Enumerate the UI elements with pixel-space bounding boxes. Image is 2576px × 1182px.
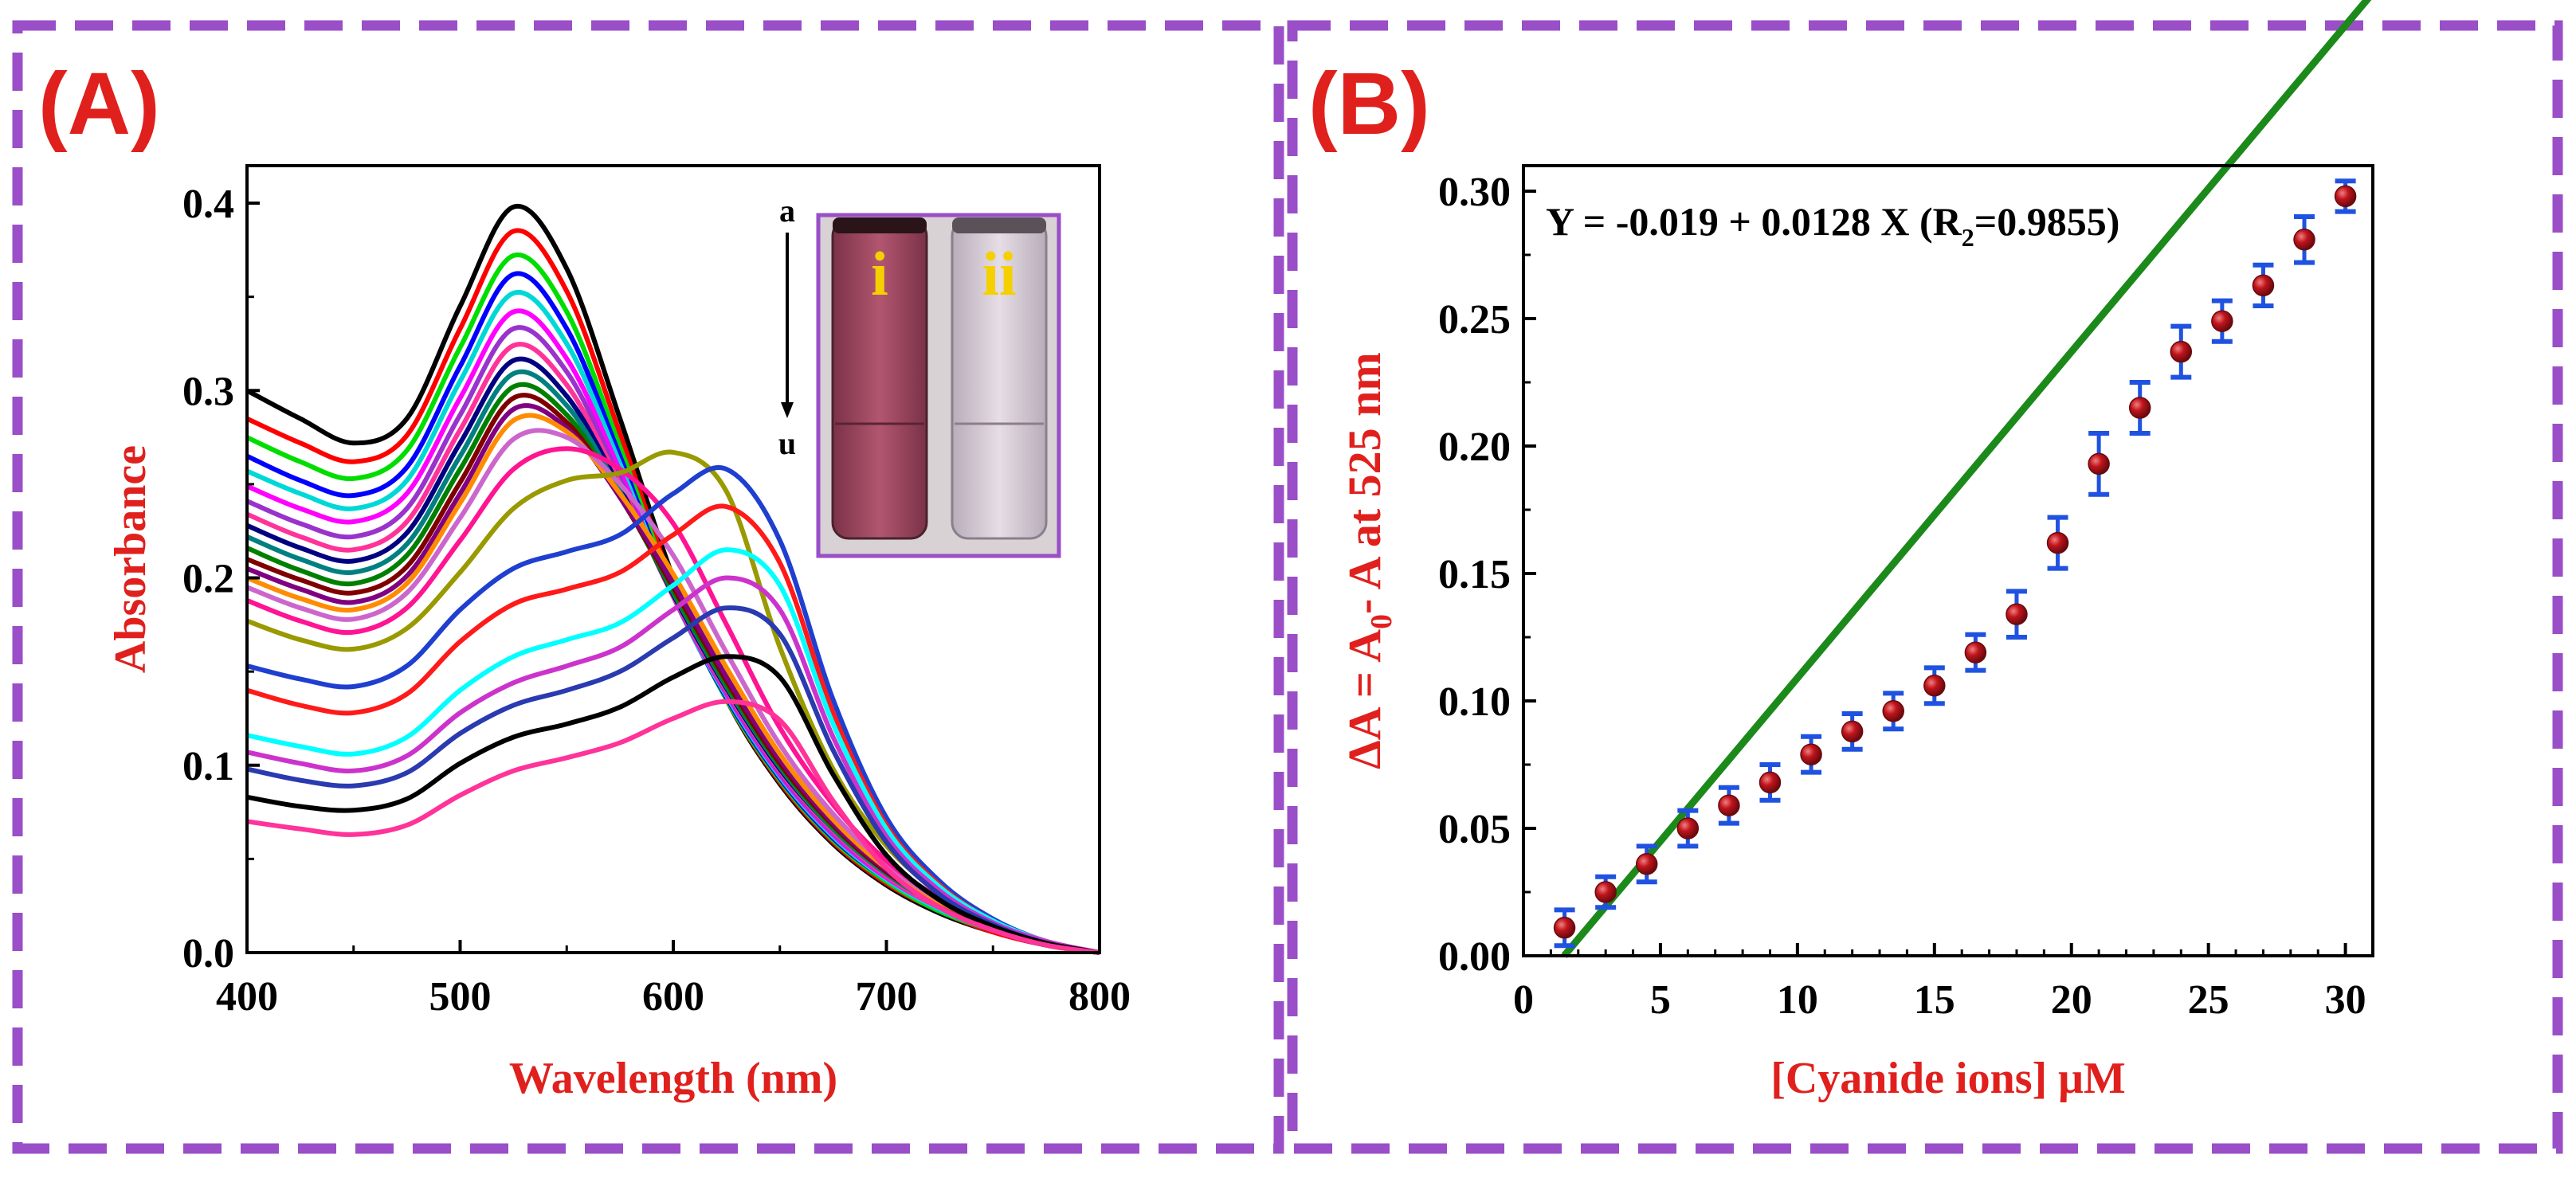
vial-ii-cap bbox=[952, 217, 1046, 233]
x-tick-label: 20 bbox=[2051, 977, 2092, 1023]
chart-b-fit bbox=[1561, 0, 2372, 958]
data-point bbox=[1759, 771, 1782, 794]
x-tick-label: 500 bbox=[429, 974, 492, 1020]
spectrum-line-u2 bbox=[246, 605, 1100, 955]
chart-b-equation: Y = -0.019 + 0.0128 X (R2=0.9855) bbox=[1546, 199, 2119, 252]
chart-b-ylabel: ΔA = A0- A at 525 nm bbox=[1339, 352, 1398, 769]
chart-a-xlabel: Wavelength (nm) bbox=[509, 1054, 837, 1103]
y-tick-label: 0.1 bbox=[182, 744, 234, 789]
y-tick-label: 0.2 bbox=[182, 557, 234, 602]
data-point bbox=[2293, 229, 2315, 251]
spectrum-line-u3 bbox=[246, 654, 1100, 955]
y-tick-label: 0.00 bbox=[1438, 934, 1511, 980]
equation-rest: =0.9855) bbox=[1974, 199, 2120, 244]
data-point bbox=[1882, 700, 1904, 722]
data-point bbox=[1841, 720, 1864, 743]
chart-a-ylabel: Absorbance bbox=[106, 445, 155, 673]
spectrum-line-u1 bbox=[246, 575, 1100, 955]
spectrum-line-t bbox=[246, 547, 1100, 955]
equation-sub: 2 bbox=[1962, 223, 1974, 252]
ylabel-main: ΔA = A bbox=[1339, 629, 1390, 769]
x-tick-label: 700 bbox=[856, 974, 918, 1020]
data-point bbox=[1676, 817, 1700, 840]
data-point bbox=[2088, 452, 2110, 476]
y-tick-label: 0.4 bbox=[182, 182, 234, 227]
ylabel-rest: - A at 525 nm bbox=[1339, 352, 1390, 614]
chart-b: 0 5 10 15 20 25 300.000.050.100.150.200.250.30… bbox=[1339, 0, 2374, 1103]
data-point bbox=[2211, 310, 2233, 332]
data-point bbox=[1635, 853, 1658, 875]
fit-line bbox=[1561, 0, 2372, 958]
vial-i-label: i bbox=[871, 239, 888, 308]
chart-b-plot-area bbox=[1522, 164, 2374, 957]
data-point bbox=[1594, 881, 1617, 903]
x-tick-label: 30 bbox=[2325, 977, 2366, 1023]
inset-arrow-head bbox=[781, 402, 794, 418]
y-tick-label: 0.25 bbox=[1438, 297, 1511, 342]
y-tick-label: 0.0 bbox=[182, 931, 234, 977]
chart-a-ticks: 400 500 600 700 800 0.0 0.1 0.2 0.3 0.4 bbox=[182, 182, 1131, 1020]
inset: a u i ii bbox=[778, 193, 1061, 558]
data-point bbox=[1923, 675, 1946, 697]
panel-a-label: (A) bbox=[38, 55, 160, 153]
x-tick-label: 800 bbox=[1068, 974, 1131, 1020]
x-tick-label: 5 bbox=[1650, 977, 1671, 1023]
chart-b-xlabel: [Cyanide ions] μM bbox=[1770, 1054, 2126, 1103]
vial-i-cap bbox=[833, 217, 927, 233]
y-tick-label: 0.30 bbox=[1438, 170, 1511, 215]
vial-ii-label: ii bbox=[982, 239, 1016, 308]
equation-main: Y = -0.019 + 0.0128 X (R bbox=[1546, 199, 1962, 244]
inset-arrow-bottom-label: u bbox=[778, 425, 796, 461]
x-tick-label: 15 bbox=[1914, 977, 1955, 1023]
data-point bbox=[1964, 641, 1987, 663]
panel-b-frame bbox=[1287, 20, 2563, 1154]
chart-b-xlabel-text: [Cyanide ions] μM bbox=[1770, 1054, 2126, 1103]
chart-a-curves bbox=[245, 203, 1100, 955]
chart-b-points bbox=[1553, 178, 2357, 949]
y-tick-label: 0.3 bbox=[182, 369, 234, 414]
data-point bbox=[2252, 274, 2275, 297]
x-tick-label: 600 bbox=[642, 974, 704, 1020]
y-tick-label: 0.15 bbox=[1438, 552, 1511, 597]
panel-a-frame bbox=[12, 20, 1284, 1154]
data-point bbox=[2170, 340, 2193, 363]
panel-b-label: (B) bbox=[1308, 55, 1430, 153]
data-point bbox=[2006, 603, 2028, 625]
x-tick-label: 25 bbox=[2188, 977, 2229, 1023]
data-point bbox=[2334, 185, 2357, 208]
data-point bbox=[1800, 743, 1822, 765]
y-tick-label: 0.10 bbox=[1438, 679, 1511, 725]
data-point bbox=[1553, 917, 1576, 939]
data-point bbox=[2046, 531, 2069, 554]
x-tick-label: 0 bbox=[1513, 977, 1534, 1023]
spectrum-line-u bbox=[246, 699, 1100, 955]
inset-arrow-top-label: a bbox=[779, 193, 795, 229]
x-tick-label: 10 bbox=[1777, 977, 1818, 1023]
chart-b-ticks: 0 5 10 15 20 25 30 0.00 0.05 0.10 0.15 0.20 0.25 0.30 bbox=[1438, 170, 2366, 1023]
x-tick-label: 400 bbox=[216, 974, 278, 1020]
chart-a: 400 500 600 700 800 0.0 0.1 0.2 0.3 0.4 Wavelengt… bbox=[106, 164, 1131, 1103]
data-point bbox=[1718, 794, 1740, 816]
data-point bbox=[2128, 397, 2151, 419]
y-tick-label: 0.05 bbox=[1438, 807, 1511, 852]
ylabel-sub: 0 bbox=[1365, 614, 1398, 629]
spectrum-line-r bbox=[246, 465, 1100, 955]
y-tick-label: 0.20 bbox=[1438, 425, 1511, 470]
